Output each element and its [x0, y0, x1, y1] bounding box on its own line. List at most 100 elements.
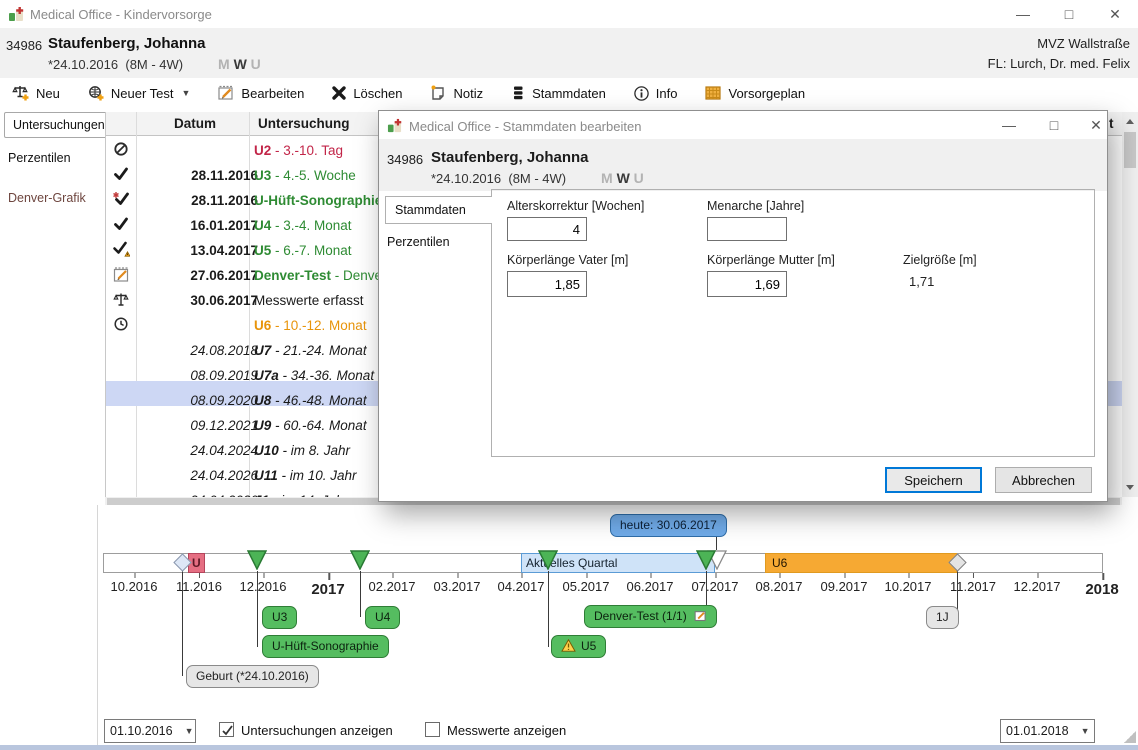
table-vertical-scrollbar[interactable] — [1122, 112, 1138, 497]
dialog-tab-perzentilen[interactable]: Perzentilen — [387, 235, 450, 249]
row-text: U5 - 6.-7. Monat — [254, 243, 352, 258]
blocked-icon — [106, 141, 136, 160]
one-year-badge[interactable]: 1J — [926, 606, 959, 629]
table-row[interactable]: 09.12.2021 U9 - 60.-64. Monat — [106, 414, 1122, 439]
scroll-down-arrow[interactable] — [1126, 485, 1134, 490]
sidebar-tab-perzentilen[interactable]: Perzentilen — [8, 151, 71, 165]
scale-icon — [106, 291, 136, 311]
event-triangle-marker[interactable] — [538, 550, 558, 570]
sidebar-tab-denver-grafik[interactable]: Denver-Grafik — [8, 191, 86, 205]
row-date: 28.11.2016 — [191, 193, 258, 208]
edit-icon — [694, 611, 706, 622]
untersuchungen-checkbox-label[interactable]: Untersuchungen anzeigen — [241, 723, 393, 738]
row-date: 28.11.2016 — [191, 168, 258, 183]
stammdaten-icon — [514, 86, 523, 100]
gender-selector[interactable]: M W U — [601, 170, 644, 186]
date-from-dropdown-caret[interactable]: ▼ — [184, 726, 194, 736]
timeline-range-u6[interactable]: U6 — [765, 553, 957, 573]
neuer-test-button[interactable]: Neuer Test ▼ — [87, 84, 191, 102]
resize-grip[interactable] — [1124, 731, 1136, 743]
scroll-up-arrow[interactable] — [1126, 119, 1134, 124]
dialog-title: Medical Office - Stammdaten bearbeiten — [409, 119, 642, 134]
table-row[interactable]: 13.04.2017 U5 - 6.-7. Monat — [106, 239, 1122, 264]
stammdaten-button[interactable]: Stammdaten — [510, 85, 606, 101]
neu-button[interactable]: Neu — [12, 84, 60, 102]
column-divider — [249, 112, 250, 497]
zielgroesse-label: Zielgröße [m] — [903, 253, 977, 267]
row-text: U11 - im 10. Jahr — [254, 468, 357, 483]
date-to-dropdown-caret[interactable]: ▼ — [1080, 726, 1090, 736]
table-row[interactable]: 24.04.2026 U11 - im 10. Jahr — [106, 464, 1122, 489]
today-badge: heute: 30.06.2017 — [610, 514, 727, 537]
dialog-tab-stammdaten[interactable]: Stammdaten — [385, 196, 492, 224]
table-row[interactable]: 24.04.2030 J1 - im 14. Jahr — [106, 489, 1122, 497]
row-date: 13.04.2017 — [190, 243, 258, 258]
abbrechen-button[interactable]: Abbrechen — [995, 467, 1092, 493]
column-untersuchung[interactable]: Untersuchung — [258, 116, 350, 131]
u3-badge[interactable]: U3 — [262, 606, 298, 629]
event-triangle-marker[interactable] — [696, 550, 716, 570]
menarche-label: Menarche [Jahre] — [707, 199, 805, 213]
date-to-value: 01.01.2018 — [1006, 724, 1069, 738]
u4-badge[interactable]: U4 — [365, 606, 401, 629]
dialog-maximize-button[interactable]: □ — [1049, 117, 1059, 133]
uhueft-badge[interactable]: U-Hüft-Sonographie — [262, 635, 389, 658]
patient-birth-age: *24.10.2016 (8M - 4W) — [431, 171, 567, 186]
axis-tick: 09.2017 — [820, 573, 868, 594]
vscroll-thumb[interactable] — [1124, 132, 1136, 168]
bearbeiten-button[interactable]: Bearbeiten — [217, 84, 304, 102]
check-icon — [106, 166, 136, 185]
main-titlebar: Medical Office - Kindervorsorge — □ ✕ — [0, 0, 1138, 28]
menarche-input[interactable] — [707, 217, 787, 241]
patient-name: Staufenberg, Johanna — [431, 149, 589, 166]
loeschen-button[interactable]: Löschen — [331, 85, 402, 101]
date-from-field[interactable]: 01.10.2016 ▼ — [104, 719, 196, 743]
warning-icon — [561, 638, 576, 652]
neuer-test-dropdown-caret[interactable]: ▼ — [181, 88, 191, 98]
dialog-close-button[interactable]: ✕ — [1090, 117, 1102, 133]
table-row[interactable]: 08.09.2020 U8 - 46.-48. Monat — [106, 389, 1122, 414]
geburt-badge[interactable]: Geburt (*24.10.2016) — [186, 665, 319, 688]
vater-input[interactable] — [507, 271, 587, 297]
speichern-button[interactable]: Speichern — [885, 467, 982, 493]
event-triangle-marker[interactable] — [350, 550, 370, 570]
connector-line — [182, 569, 183, 676]
denver-test-badge[interactable]: Denver-Test (1/1) — [584, 605, 718, 628]
table-row[interactable]: 28.11.2016 U3 - 4.-5. Woche — [106, 164, 1122, 189]
table-row[interactable]: 30.06.2017 Messwerte erfasst — [106, 289, 1122, 314]
table-row[interactable]: 24.08.2018 U7 - 21.-24. Monat — [106, 339, 1122, 364]
vorsorgeplan-button[interactable]: Vorsorgeplan — [704, 84, 805, 102]
messwerte-checkbox-label[interactable]: Messwerte anzeigen — [447, 723, 567, 738]
date-to-field[interactable]: 01.01.2018 ▼ — [1000, 719, 1095, 743]
table-row[interactable]: 24.04.2024 U10 - im 8. Jahr — [106, 439, 1122, 464]
close-button[interactable]: ✕ — [1109, 6, 1121, 22]
sidebar-tab-untersuchungen[interactable]: Untersuchungen — [4, 112, 106, 138]
row-text: U4 - 3.-4. Monat — [254, 218, 352, 233]
info-button[interactable]: Info — [633, 85, 677, 102]
edit-note-icon — [218, 85, 234, 100]
table-row[interactable]: U2 - 3.-10. Tag — [106, 139, 1122, 164]
hscroll-thumb[interactable] — [107, 498, 1120, 508]
alterskorrektur-input[interactable] — [507, 217, 587, 241]
maximize-button[interactable]: □ — [1064, 6, 1074, 22]
row-text: U6 - 10.-12. Monat — [254, 318, 367, 333]
event-triangle-marker[interactable] — [247, 550, 267, 570]
table-row[interactable]: 16.01.2017 U4 - 3.-4. Monat — [106, 214, 1122, 239]
column-datum[interactable]: Datum — [174, 116, 217, 131]
patient-id: 34986 — [6, 38, 43, 53]
notiz-button[interactable]: Notiz — [429, 84, 483, 102]
untersuchungen-checkbox[interactable] — [219, 722, 234, 737]
row-date: 27.06.2017 — [190, 268, 258, 283]
table-row[interactable]: U6 - 10.-12. Monat — [106, 314, 1122, 339]
axis-tick: 12.2016 — [239, 573, 287, 594]
gender-selector[interactable]: M W U — [218, 56, 261, 72]
u5-badge[interactable]: U5 — [551, 635, 607, 658]
table-row[interactable]: 08.09.2019 U7a - 34.-36. Monat — [106, 364, 1122, 389]
minimize-button[interactable]: — — [1016, 6, 1030, 22]
dialog-minimize-button[interactable]: — — [1002, 117, 1016, 133]
zielgroesse-value: 1,71 — [909, 274, 935, 289]
mutter-input[interactable] — [707, 271, 787, 297]
messwerte-checkbox[interactable] — [425, 722, 440, 737]
patient-name: Staufenberg, Johanna — [48, 35, 206, 52]
